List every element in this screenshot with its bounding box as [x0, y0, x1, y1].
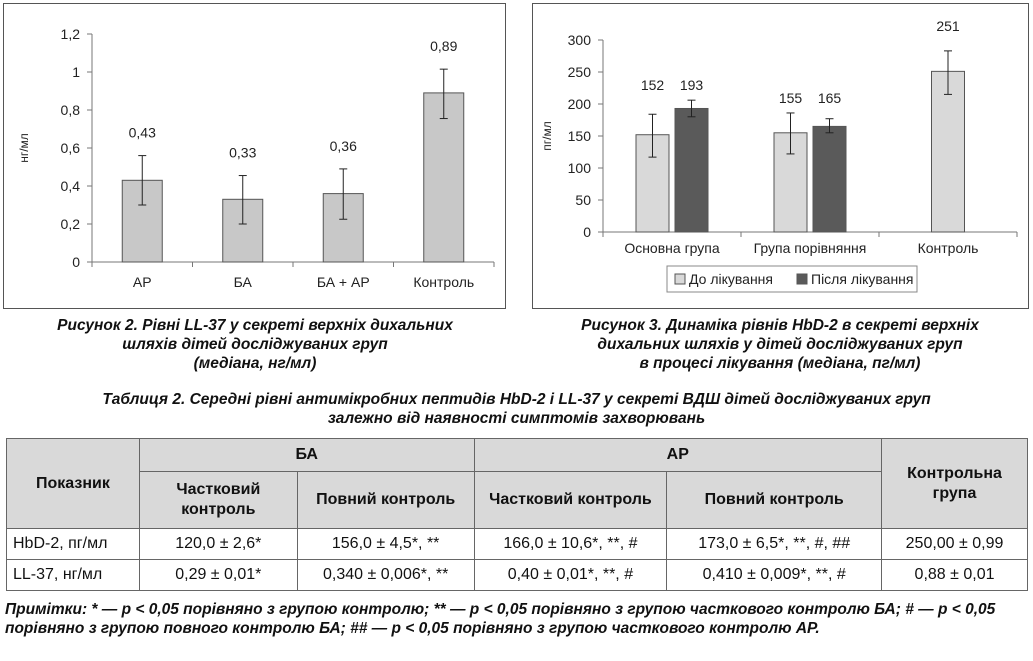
- y-tick-label: 0,8: [61, 102, 81, 118]
- hbd2-bar-chart: 0 50 100 150 200 250 300 пг/мл 152 193 Основна гру…: [540, 18, 1018, 293]
- y-tick-label: 100: [568, 160, 592, 176]
- table-notes: Примітки: * — р < 0,05 порівняно з групо…: [5, 601, 996, 637]
- cell-ll37-control: 0,88 ± 0,01: [881, 559, 1028, 591]
- cell-ll37-ar-partial: 0,40 ± 0,01*, **, #: [473, 559, 668, 591]
- table-title-line-2: залежно від наявності симптомів захворюв…: [327, 410, 706, 427]
- cell-ll37-ba-partial: 0,29 ± 0,01*: [138, 559, 298, 591]
- bar-after: [812, 125, 847, 233]
- figure-2-frame: 0 0,2 0,4 0,6 0,8 1 1,2 нг/мл 0,43 АР 0,33 БА 0,36 БА…: [3, 3, 506, 309]
- x-tick-label: БА: [234, 274, 253, 290]
- legend-swatch-before: [674, 273, 686, 285]
- y-tick-label: 1,2: [61, 26, 81, 42]
- figure-2-caption-line-2: шляхів дітей досліджуваних груп: [122, 336, 388, 353]
- y-axis-title: пг/мл: [540, 121, 554, 150]
- ll37-bar-chart: 0 0,2 0,4 0,6 0,8 1 1,2 нг/мл 0,43 АР 0,33 БА 0,36 БА…: [17, 26, 495, 290]
- y-tick-label: 250: [568, 64, 592, 80]
- bar-before: [931, 70, 965, 233]
- x-tick-label: Основна група: [624, 240, 720, 256]
- x-tick-label: БА + АР: [317, 274, 370, 290]
- subheader-ar-partial: Частковий контроль: [473, 471, 668, 529]
- data-label: 165: [818, 90, 842, 106]
- subheader-ba-partial: Частковий контроль: [138, 471, 298, 529]
- cell-hbd2-ba-full: 156,0 ± 4,5*, **: [296, 528, 475, 560]
- data-label: 0,43: [129, 125, 156, 141]
- cell-hbd2-control: 250,00 ± 0,99: [881, 528, 1028, 560]
- y-tick-label: 0,6: [61, 140, 81, 156]
- bar-after: [674, 107, 709, 233]
- legend-label-after: Після лікування: [811, 271, 913, 287]
- cell-hbd2-ba-partial: 120,0 ± 2,6*: [138, 528, 298, 560]
- subheader-ba-full: Повний контроль: [296, 471, 475, 529]
- data-label: 0,89: [430, 38, 457, 54]
- header-control-group: Контрольна група: [881, 438, 1028, 529]
- data-label: 251: [936, 18, 960, 34]
- figure-3-caption-line-2: дихальних шляхів у дітей досліджуваних г…: [597, 336, 963, 353]
- y-tick-label: 1: [72, 64, 80, 80]
- y-axis-title: нг/мл: [17, 133, 31, 163]
- figure-3-frame: 0 50 100 150 200 250 300 пг/мл 152 193 Основна гру…: [532, 3, 1029, 309]
- y-tick-label: 0,2: [61, 216, 81, 232]
- data-label: 152: [641, 77, 665, 93]
- y-tick-label: 0: [583, 224, 591, 240]
- data-label: 155: [779, 90, 803, 106]
- figure-3-caption-line-1: Рисунок 3. Динаміка рівнів HbD-2 в секре…: [581, 317, 979, 334]
- table-title-line-1: Таблиця 2. Середні рівні антимікробних п…: [102, 391, 931, 408]
- y-tick-label: 200: [568, 96, 592, 112]
- cell-ll37-ba-full: 0,340 ± 0,006*, **: [296, 559, 475, 591]
- table-row: HbD-2, пг/мл 120,0 ± 2,6* 156,0 ± 4,5*, …: [6, 528, 1028, 560]
- cell-hbd2-ar-partial: 166,0 ± 10,6*, **, #: [473, 528, 668, 560]
- table-subheader-row: Частковий контроль Повний контроль Частк…: [7, 471, 1028, 529]
- bar: [423, 92, 465, 263]
- legend-swatch-after: [796, 273, 808, 285]
- data-label: 0,36: [330, 138, 357, 154]
- data-label: 0,33: [229, 145, 256, 161]
- header-group-ar: АР: [473, 438, 883, 472]
- y-tick-label: 50: [575, 192, 591, 208]
- y-tick-label: 0,4: [61, 178, 81, 194]
- bar: [222, 198, 264, 263]
- figure-2-caption-line-3: (медіана, нг/мл): [193, 355, 317, 372]
- legend-label-before: До лікування: [689, 271, 773, 287]
- y-tick-label: 300: [568, 32, 592, 48]
- x-tick-label: Контроль: [413, 274, 474, 290]
- data-label: 193: [680, 77, 704, 93]
- row-label-hbd2: HbD-2, пг/мл: [6, 528, 140, 560]
- header-group-ba: БА: [138, 438, 475, 472]
- row-label-ll37: LL-37, нг/мл: [6, 559, 140, 591]
- table-title: Таблиця 2. Середні рівні антимікробних п…: [0, 390, 1033, 428]
- figure-3-caption-line-3: в процесі лікування (медіана, пг/мл): [639, 355, 921, 372]
- x-tick-label: АР: [133, 274, 152, 290]
- x-tick-label: Контроль: [918, 240, 979, 256]
- cell-ll37-ar-full: 0,410 ± 0,009*, **, #: [666, 559, 883, 591]
- peptide-levels-table: Показник БА АР Контрольна група Часткови…: [6, 438, 1028, 591]
- table-header-row: Показник БА АР Контрольна група: [6, 438, 1028, 529]
- cell-hbd2-ar-full: 173,0 ± 6,5*, **, #, ##: [666, 528, 883, 560]
- table-row: LL-37, нг/мл 0,29 ± 0,01* 0,340 ± 0,006*…: [6, 559, 1028, 591]
- legend-box: [666, 265, 918, 293]
- header-indicator: Показник: [6, 438, 140, 529]
- figure-2-caption-line-1: Рисунок 2. Рівні LL-37 у секреті верхніх…: [57, 317, 453, 334]
- figure-3-caption: Рисунок 3. Динаміка рівнів HbD-2 в секре…: [527, 316, 1033, 373]
- subheader-ar-full: Повний контроль: [666, 471, 883, 529]
- y-tick-label: 0: [72, 254, 80, 270]
- y-tick-label: 150: [568, 128, 592, 144]
- figure-2-caption: Рисунок 2. Рівні LL-37 у секреті верхніх…: [0, 316, 510, 373]
- x-tick-label: Група порівняння: [754, 240, 867, 256]
